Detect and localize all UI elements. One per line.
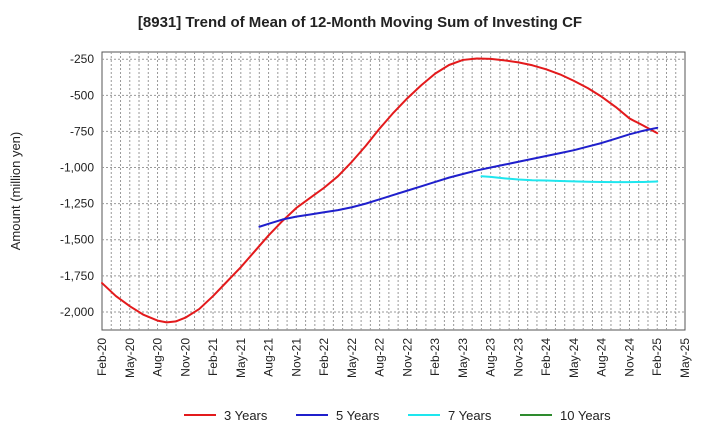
x-tick-label: Nov-24	[622, 338, 636, 377]
legend-label: 3 Years	[224, 408, 268, 423]
legend-label: 10 Years	[560, 408, 611, 423]
x-tick-label: Aug-21	[262, 338, 276, 377]
legend-label: 5 Years	[336, 408, 380, 423]
x-tick-label: Feb-24	[539, 338, 553, 376]
x-tick-label: May-20	[123, 338, 137, 378]
y-tick-label: -1,750	[60, 269, 94, 283]
chart-title: [8931] Trend of Mean of 12-Month Moving …	[137, 14, 583, 31]
x-tick-label: Nov-21	[289, 338, 303, 377]
x-tick-label: Feb-23	[428, 338, 442, 376]
y-tick-label: -1,500	[60, 233, 94, 247]
x-tick-label: Aug-20	[151, 338, 165, 377]
y-tick-label: -750	[70, 124, 94, 138]
x-tick-label: Feb-25	[650, 338, 664, 376]
series-layer	[101, 57, 659, 324]
x-tick-label: Aug-22	[373, 338, 387, 377]
y-axis: -250 -500 -750 -1,000 -1,250 -1,500 -1,750 -2,0…	[60, 52, 94, 319]
x-tick-label: Nov-20	[178, 338, 192, 377]
series-line-7-years	[480, 175, 659, 184]
x-tick-label: Feb-20	[95, 338, 109, 376]
x-tick-label: May-21	[234, 338, 248, 378]
x-tick-label: Nov-23	[511, 338, 525, 377]
series-line-5-years	[258, 126, 659, 228]
x-tick-label: Aug-23	[484, 338, 498, 377]
series-line-3-years	[101, 57, 659, 324]
y-axis-title: Amount (million yen)	[8, 132, 23, 251]
y-tick-label: -1,250	[60, 197, 94, 211]
x-tick-label: Aug-24	[595, 338, 609, 377]
x-tick-label: May-24	[567, 338, 581, 378]
y-tick-label: -250	[70, 52, 94, 66]
x-tick-label: Nov-22	[400, 338, 414, 377]
x-axis: Feb-20 May-20 Aug-20 Nov-20 Feb-21 May-21 Aug-…	[95, 338, 692, 378]
x-tick-label: Feb-22	[317, 338, 331, 376]
grid-layer	[102, 52, 685, 330]
y-tick-label: -1,000	[60, 161, 94, 175]
plot-area-frame	[101, 51, 686, 331]
legend: 3 Years 5 Years 7 Years 10 Years	[184, 408, 611, 423]
x-tick-label: May-25	[678, 338, 692, 378]
y-tick-label: -500	[70, 88, 94, 102]
legend-label: 7 Years	[448, 408, 492, 423]
x-tick-label: May-23	[456, 338, 470, 378]
x-tick-label: May-22	[345, 338, 359, 378]
x-tick-label: Feb-21	[206, 338, 220, 376]
y-tick-label: -2,000	[60, 305, 94, 319]
